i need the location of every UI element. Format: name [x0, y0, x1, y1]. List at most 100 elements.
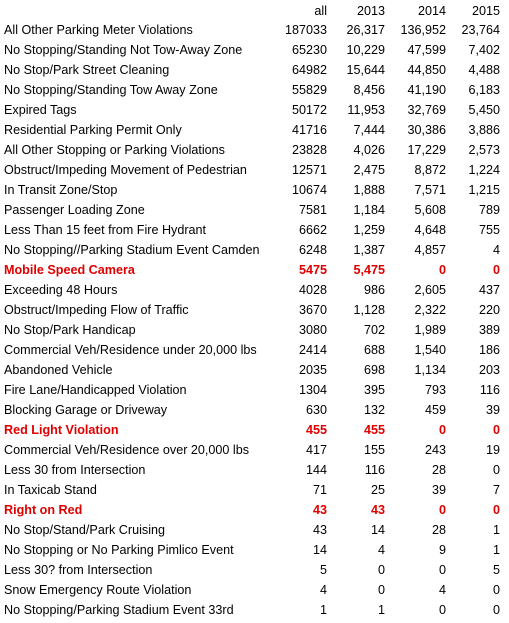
- violation-name-cell: Snow Emergency Route Violation: [0, 580, 272, 600]
- table-row: In Taxicab Stand 71 25 39 7: [0, 480, 500, 500]
- count-2015-cell: 19: [446, 440, 500, 460]
- count-2014-cell: 0: [385, 260, 446, 280]
- all-count-cell: 71: [272, 480, 327, 500]
- all-count-cell: 3080: [272, 320, 327, 340]
- count-2013-cell: 116: [327, 460, 385, 480]
- count-2015-cell: 23,764: [446, 20, 500, 40]
- violation-name-cell: Less Than 15 feet from Fire Hydrant: [0, 220, 272, 240]
- violations-table: all 2013 2014 2015 All Other Parking Met…: [0, 0, 500, 620]
- all-count-cell: 6662: [272, 220, 327, 240]
- table-row: All Other Parking Meter Violations 187033…: [0, 20, 500, 40]
- table-row: Fire Lane/Handicapped Violation 1304 395 79…: [0, 380, 500, 400]
- table-row: Commercial Veh/Residence under 20,000 lb…: [0, 340, 500, 360]
- count-2013-cell: 395: [327, 380, 385, 400]
- count-2015-cell: 220: [446, 300, 500, 320]
- table-row: No Stopping or No Parking Pimlico Event 1…: [0, 540, 500, 560]
- violation-name-cell: Red Light Violation: [0, 420, 272, 440]
- header-row: all 2013 2014 2015: [0, 0, 500, 20]
- violation-name-cell: Obstruct/Impeding Flow of Traffic: [0, 300, 272, 320]
- count-2015-cell: 5: [446, 560, 500, 580]
- all-count-cell: 10674: [272, 180, 327, 200]
- count-2014-cell: 44,850: [385, 60, 446, 80]
- count-2014-cell: 28: [385, 520, 446, 540]
- violation-name-cell: Fire Lane/Handicapped Violation: [0, 380, 272, 400]
- count-2014-cell: 30,386: [385, 120, 446, 140]
- count-2013-cell: 14: [327, 520, 385, 540]
- table-row: No Stop/Stand/Park Cruising 43 14 28 1: [0, 520, 500, 540]
- violation-name-cell: No Stopping or No Parking Pimlico Event: [0, 540, 272, 560]
- all-count-cell: 2035: [272, 360, 327, 380]
- count-2014-cell: 7,571: [385, 180, 446, 200]
- count-2014-cell: 0: [385, 420, 446, 440]
- count-2015-cell: 437: [446, 280, 500, 300]
- count-2015-cell: 1,224: [446, 160, 500, 180]
- table-row: No Stopping//Parking Stadium Event Camde…: [0, 240, 500, 260]
- all-count-cell: 417: [272, 440, 327, 460]
- count-2014-cell: 1,989: [385, 320, 446, 340]
- table-row: Passenger Loading Zone 7581 1,184 5,608 789: [0, 200, 500, 220]
- table-row: Right on Red 43 43 0 0: [0, 500, 500, 520]
- count-2015-cell: 1: [446, 540, 500, 560]
- all-count-cell: 64982: [272, 60, 327, 80]
- all-count-cell: 55829: [272, 80, 327, 100]
- table-row: No Stopping/Standing Tow Away Zone 55829 8…: [0, 80, 500, 100]
- count-2013-cell: 702: [327, 320, 385, 340]
- count-2014-cell: 47,599: [385, 40, 446, 60]
- count-2013-cell: 7,444: [327, 120, 385, 140]
- count-2014-cell: 4: [385, 580, 446, 600]
- violation-name-cell: Obstruct/Impeding Movement of Pedestrian: [0, 160, 272, 180]
- violation-name-cell: Residential Parking Permit Only: [0, 120, 272, 140]
- count-2015-cell: 1,215: [446, 180, 500, 200]
- table-row: In Transit Zone/Stop 10674 1,888 7,571 1,215: [0, 180, 500, 200]
- count-2014-cell: 8,872: [385, 160, 446, 180]
- table-row: Obstruct/Impeding Movement of Pedestrian…: [0, 160, 500, 180]
- violation-name-cell: In Taxicab Stand: [0, 480, 272, 500]
- violation-name-cell: Right on Red: [0, 500, 272, 520]
- count-2015-cell: 39: [446, 400, 500, 420]
- table-row: No Stop/Park Handicap 3080 702 1,989 389: [0, 320, 500, 340]
- all-count-cell: 43: [272, 520, 327, 540]
- all-count-cell: 2414: [272, 340, 327, 360]
- count-2013-cell: 5,475: [327, 260, 385, 280]
- count-2013-cell: 698: [327, 360, 385, 380]
- violation-name-cell: No Stopping/Parking Stadium Event 33rd: [0, 600, 272, 620]
- all-count-cell: 50172: [272, 100, 327, 120]
- count-2015-cell: 203: [446, 360, 500, 380]
- count-2014-cell: 0: [385, 600, 446, 620]
- table-row: Abandoned Vehicle 2035 698 1,134 203: [0, 360, 500, 380]
- count-2014-cell: 793: [385, 380, 446, 400]
- all-count-cell: 4: [272, 580, 327, 600]
- count-2013-cell: 688: [327, 340, 385, 360]
- all-count-cell: 6248: [272, 240, 327, 260]
- all-count-cell: 14: [272, 540, 327, 560]
- count-2013-cell: 1,387: [327, 240, 385, 260]
- count-2015-cell: 2,573: [446, 140, 500, 160]
- header-2014: 2014: [385, 0, 446, 20]
- count-2015-cell: 0: [446, 600, 500, 620]
- violation-name-cell: In Transit Zone/Stop: [0, 180, 272, 200]
- count-2013-cell: 2,475: [327, 160, 385, 180]
- all-count-cell: 7581: [272, 200, 327, 220]
- violation-name-cell: No Stop/Stand/Park Cruising: [0, 520, 272, 540]
- count-2015-cell: 1: [446, 520, 500, 540]
- table-row: Less 30 from Intersection 144 116 28 0: [0, 460, 500, 480]
- table-row: Expired Tags 50172 11,953 32,769 5,450: [0, 100, 500, 120]
- count-2013-cell: 986: [327, 280, 385, 300]
- table-row: All Other Stopping or Parking Violations…: [0, 140, 500, 160]
- count-2015-cell: 5,450: [446, 100, 500, 120]
- count-2013-cell: 1: [327, 600, 385, 620]
- count-2014-cell: 1,540: [385, 340, 446, 360]
- table-row: Snow Emergency Route Violation 4 0 4 0: [0, 580, 500, 600]
- count-2013-cell: 1,888: [327, 180, 385, 200]
- count-2013-cell: 15,644: [327, 60, 385, 80]
- header-2013: 2013: [327, 0, 385, 20]
- violation-name-cell: Commercial Veh/Residence over 20,000 lbs: [0, 440, 272, 460]
- count-2015-cell: 4,488: [446, 60, 500, 80]
- count-2014-cell: 459: [385, 400, 446, 420]
- violation-name-cell: No Stop/Park Handicap: [0, 320, 272, 340]
- all-count-cell: 1: [272, 600, 327, 620]
- violation-name-cell: All Other Stopping or Parking Violations: [0, 140, 272, 160]
- count-2014-cell: 17,229: [385, 140, 446, 160]
- count-2013-cell: 25: [327, 480, 385, 500]
